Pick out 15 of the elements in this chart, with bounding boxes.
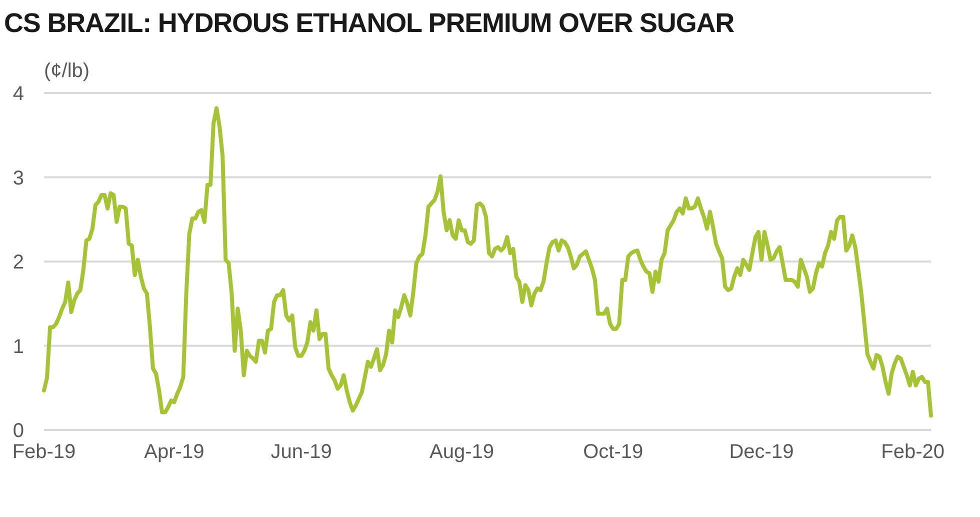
- x-tick-label: Feb-20: [881, 441, 945, 463]
- x-tick-label: Jun-19: [270, 441, 332, 463]
- line-series: [42, 106, 933, 418]
- y-tick-label: 0: [12, 420, 24, 442]
- chart-title: CS BRAZIL: HYDROUS ETHANOL PREMIUM OVER SUGAR: [4, 8, 734, 39]
- x-tick-label: Aug-19: [430, 441, 494, 463]
- x-tick-label: Dec-19: [729, 441, 794, 463]
- x-tick-label: Oct-19: [583, 441, 644, 463]
- x-tick-label: Feb-19: [12, 441, 76, 463]
- x-tick-label: Apr-19: [144, 441, 204, 463]
- y-tick-label: 1: [12, 336, 24, 358]
- y-tick-label: 2: [12, 252, 24, 274]
- y-tick-label: 3: [12, 167, 24, 190]
- y-tick-label: 4: [12, 83, 24, 106]
- y-axis-title: (¢/lb): [44, 60, 90, 83]
